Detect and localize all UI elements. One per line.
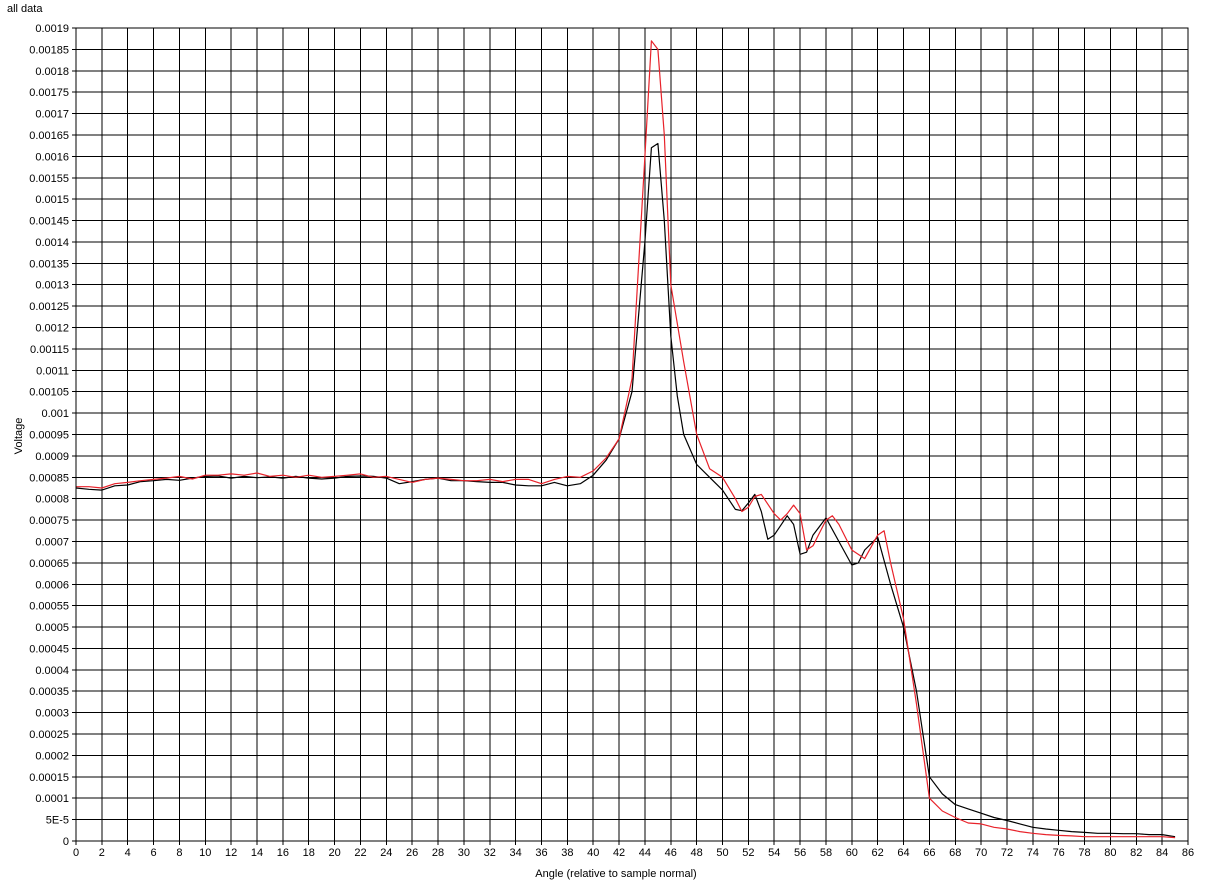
x-tick-label: 26 [406,847,418,859]
y-tick-label: 0.0002 [35,750,69,762]
y-tick-label: 0.0008 [35,494,69,506]
x-tick-label: 50 [716,847,728,859]
y-tick-label: 0.00065 [29,558,69,570]
y-tick-label: 0.00115 [30,344,69,356]
y-tick-label: 0.00135 [29,258,69,270]
y-tick-label: 0.00025 [29,729,69,741]
y-tick-labels: 0 5E-5 0.0001 0.00015 0.0002 0.00025 0.0003 0.0… [29,23,69,848]
y-tick-label: 0.00155 [29,173,69,185]
y-tick-label: 0.0016 [35,151,69,163]
x-tick-label: 12 [225,847,237,859]
x-tick-label: 46 [665,847,677,859]
x-tick-label: 30 [458,847,470,859]
x-tick-label: 10 [199,847,211,859]
x-tick-label: 8 [176,847,182,859]
x-tick-label: 82 [1130,847,1142,859]
x-tick-label: 84 [1156,847,1168,859]
plot-frame [75,27,1189,842]
x-tick-label: 64 [897,847,909,859]
x-tick-label: 34 [510,847,522,859]
y-tick-label: 0.0015 [35,194,69,206]
y-tick-label: 0.00145 [29,216,69,228]
y-tick-label: 0.0004 [35,665,69,677]
y-tick-label: 0.00075 [29,515,69,527]
y-tick-label: 0.00085 [29,472,69,484]
x-tick-label: 32 [484,847,496,859]
y-tick-label: 0.0017 [35,109,69,121]
chart-title: all data [7,3,43,15]
y-tick-label: 0.00165 [29,130,69,142]
x-tick-label: 38 [561,847,573,859]
x-axis-title: Angle (relative to sample normal) [535,868,696,880]
x-tick-label: 18 [303,847,315,859]
x-tick-label: 78 [1078,847,1090,859]
x-tick-label: 16 [277,847,289,859]
grid [72,27,1189,845]
y-tick-label: 0.0014 [35,237,69,249]
y-tick-label: 0.0005 [35,622,69,634]
y-tick-label: 0.0009 [35,451,69,463]
x-tick-label: 36 [535,847,547,859]
x-tick-label: 74 [1027,847,1039,859]
series-line-1 [75,142,1176,838]
y-tick-label: 0.0019 [35,23,69,35]
y-tick-label: 0.0013 [35,280,69,292]
x-tick-label: 22 [354,847,366,859]
y-tick-label: 0.00125 [29,301,69,313]
y-tick-label: 0.00185 [29,44,69,56]
plot-border [75,27,1189,842]
y-tick-label: 0.00105 [29,387,69,399]
y-tick-label: 0.00055 [29,601,69,613]
y-tick-label: 0.001 [41,408,69,420]
x-tick-label: 40 [587,847,599,859]
y-tick-label: 0.0011 [36,365,69,377]
x-tick-label: 48 [691,847,703,859]
x-tick-label: 56 [794,847,806,859]
x-tick-label: 58 [820,847,832,859]
y-tick-label: 0.0001 [35,793,69,805]
y-tick-label: 0.00035 [29,686,69,698]
x-tick-label: 44 [639,847,651,859]
x-tick-label: 62 [872,847,884,859]
series-line-2 [76,40,1176,839]
x-tick-label: 2 [99,847,105,859]
x-tick-label: 6 [151,847,157,859]
x-tick-label: 20 [328,847,340,859]
y-tick-label: 0.0006 [35,579,69,591]
x-tick-label: 66 [923,847,935,859]
x-tick-label: 24 [380,847,392,859]
x-tick-label: 86 [1182,847,1194,859]
x-tick-label: 28 [432,847,444,859]
y-tick-label: 0.0007 [35,536,69,548]
y-tick-label: 0.00095 [29,430,69,442]
y-tick-label: 0.0018 [35,66,69,78]
x-tick-label: 0 [73,847,79,859]
x-tick-label: 4 [125,847,131,859]
x-tick-label: 72 [1001,847,1013,859]
x-tick-label: 52 [742,847,754,859]
x-tick-label: 54 [768,847,780,859]
series-layer [75,40,1176,839]
y-tick-label: 0 [63,836,69,848]
x-tick-label: 80 [1104,847,1116,859]
y-tick-label: 5E-5 [46,815,69,827]
x-tick-label: 42 [613,847,625,859]
x-tick-labels: 0 2 4 6 8 10 12 14 16 18 20 22 24 26 28 30 32 34 36 38 40 42 4… [73,847,1194,859]
x-tick-label: 68 [949,847,961,859]
y-tick-label: 0.00045 [29,643,69,655]
x-tick-label: 14 [251,847,263,859]
y-tick-label: 0.00015 [29,772,69,784]
y-tick-label: 0.0003 [35,708,69,720]
x-tick-label: 60 [846,847,858,859]
y-axis-title: Voltage [13,418,25,455]
y-tick-label: 0.00175 [29,87,69,99]
x-tick-label: 76 [1053,847,1065,859]
y-tick-label: 0.0012 [35,323,69,335]
x-tick-label: 70 [975,847,987,859]
